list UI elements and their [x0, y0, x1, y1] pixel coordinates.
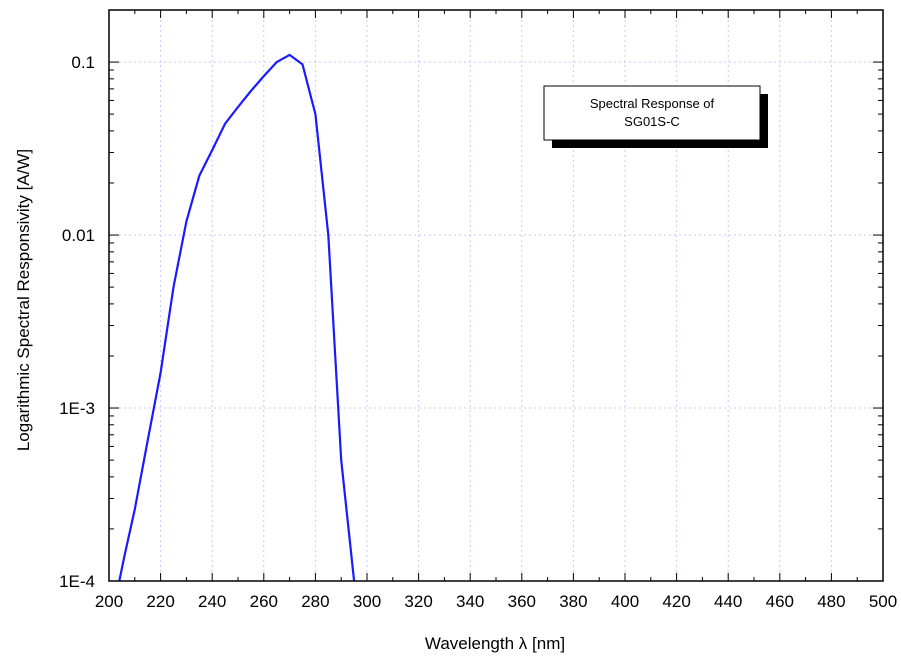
- x-tick-label: 480: [817, 592, 845, 611]
- series-layer: [118, 53, 356, 582]
- x-tick-label: 280: [301, 592, 329, 611]
- x-tick-label: 380: [559, 592, 587, 611]
- y-tick-label: 0.01: [62, 226, 95, 245]
- x-tick-label: 260: [250, 592, 278, 611]
- x-axis-label: Wavelength λ [nm]: [425, 634, 565, 653]
- x-tick-labels: 200 220 240 260 280 300 320 340 360 380 400 420 440 4…: [95, 592, 897, 611]
- legend-box: [543, 85, 761, 141]
- x-tick-label: 360: [508, 592, 536, 611]
- x-tick-label: 420: [662, 592, 690, 611]
- x-tick-label: 200: [95, 592, 123, 611]
- x-tick-label: 300: [353, 592, 381, 611]
- legend-line-1: Spectral Response of: [590, 96, 715, 111]
- x-tick-label: 460: [766, 592, 794, 611]
- legend: Spectral Response of SG01S-C: [543, 85, 768, 148]
- x-tick-label: 220: [146, 592, 174, 611]
- x-tick-label: 340: [456, 592, 484, 611]
- axis-ticks: [108, 10, 884, 582]
- y-tick-label: 1E-3: [59, 399, 95, 418]
- x-tick-label: 400: [611, 592, 639, 611]
- series-line-1: [118, 53, 356, 582]
- y-tick-label: 1E-4: [59, 572, 95, 591]
- legend-line-2: SG01S-C: [624, 114, 680, 129]
- x-tick-label: 500: [869, 592, 897, 611]
- x-tick-label: 240: [198, 592, 226, 611]
- x-tick-label: 440: [714, 592, 742, 611]
- x-tick-label: 320: [404, 592, 432, 611]
- y-tick-label: 0.1: [71, 53, 95, 72]
- y-tick-labels: 1E-4 1E-3 0.01 0.1: [59, 53, 95, 591]
- y-axis-label: Logarithmic Spectral Responsivity [A/W]: [14, 149, 33, 451]
